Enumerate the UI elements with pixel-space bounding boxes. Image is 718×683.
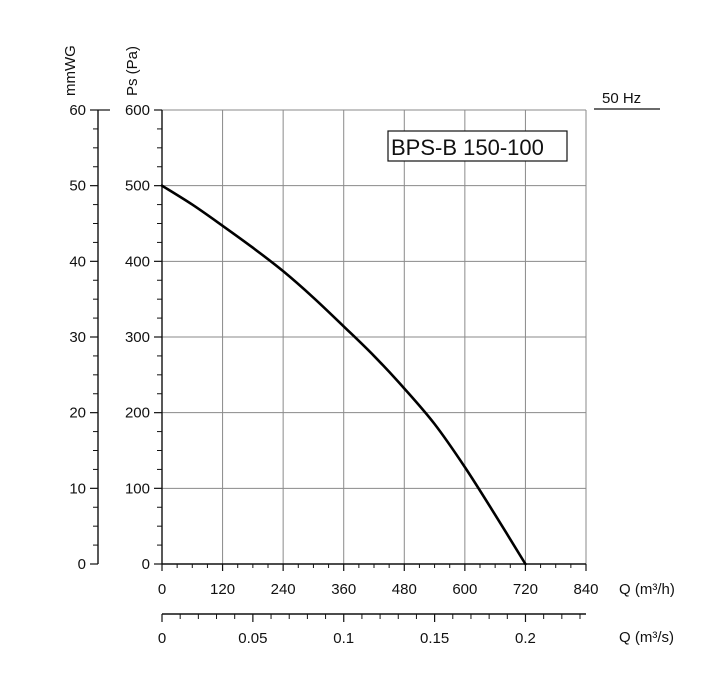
- y-tick-label: 0: [142, 556, 150, 573]
- fan-curve-line: [160, 184, 527, 566]
- x-tick-label: 360: [331, 581, 356, 598]
- mmwg-tick-label: 50: [69, 178, 86, 195]
- mmwg-tick-label: 0: [78, 556, 86, 573]
- x-tick-label: 480: [392, 581, 417, 598]
- x-axis-title-m3s: Q (m³/s): [619, 629, 674, 646]
- frequency-label: 50 Hz: [602, 90, 641, 107]
- y-axis-title-mmwg: mmWG: [62, 45, 79, 96]
- curve-layer: [160, 184, 527, 566]
- mmwg-tick-label: 20: [69, 405, 86, 422]
- model-label-box: [387, 130, 568, 162]
- mmwg-tick-label: 10: [69, 480, 86, 497]
- m3s-tick-label: 0: [158, 630, 166, 647]
- x-tick-label: 720: [513, 581, 538, 598]
- y-tick-label: 300: [125, 329, 150, 346]
- m3s-tick-label: 0.05: [238, 630, 267, 647]
- x-tick-label: 840: [573, 581, 598, 598]
- x-tick-label: 120: [210, 581, 235, 598]
- grid: [161, 109, 587, 565]
- x-tick-label: 600: [452, 581, 477, 598]
- y-tick-label: 400: [125, 253, 150, 270]
- y-tick-label: 500: [125, 178, 150, 195]
- model-label: BPS-B 150-100: [391, 135, 544, 160]
- x-axis-title-m3h: Q (m³/h): [619, 581, 675, 598]
- y-tick-label: 100: [125, 480, 150, 497]
- x-tick-label: 0: [158, 581, 166, 598]
- mmwg-tick-label: 30: [69, 329, 86, 346]
- x-tick-label: 240: [271, 581, 296, 598]
- m3s-tick-label: 0.1: [333, 630, 354, 647]
- y-axis-title-pa: Ps (Pa): [124, 46, 141, 96]
- mmwg-tick-label: 40: [69, 253, 86, 270]
- y-tick-label: 600: [125, 102, 150, 119]
- mmwg-tick-label: 60: [69, 102, 86, 119]
- y-tick-label: 200: [125, 405, 150, 422]
- m3s-tick-label: 0.15: [420, 630, 449, 647]
- m3s-tick-label: 0.2: [515, 630, 536, 647]
